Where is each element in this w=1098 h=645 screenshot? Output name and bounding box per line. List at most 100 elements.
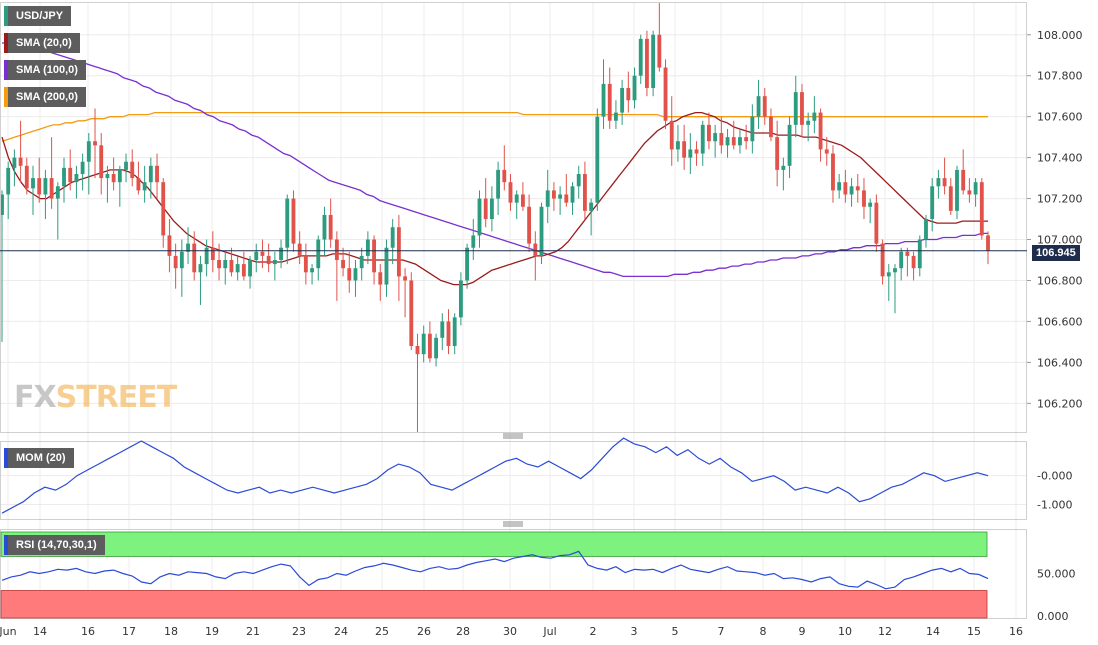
candle-body xyxy=(682,141,687,158)
fxstreet-logo: FXSTREET xyxy=(14,380,177,415)
rsi-line xyxy=(1,550,989,590)
x-tick-label: Jun xyxy=(0,625,17,638)
candle-body xyxy=(80,161,85,174)
candle-body xyxy=(179,251,184,269)
candle-body xyxy=(24,165,29,189)
y-tick-label: 107.600 xyxy=(1037,111,1083,124)
candle-body xyxy=(192,243,197,273)
candle-body xyxy=(824,149,829,154)
y-tick-label: 107.800 xyxy=(1037,70,1083,83)
mom-label: MOM (20) xyxy=(16,452,66,464)
candle-body xyxy=(465,247,470,281)
x-tick-label: 7 xyxy=(718,625,725,638)
candle-body xyxy=(508,182,513,203)
x-tick-label: 10 xyxy=(838,625,852,638)
candle-body xyxy=(527,206,532,244)
candle-body xyxy=(564,194,569,203)
sma20-layer xyxy=(1,111,988,286)
candle-body xyxy=(204,247,209,265)
candle-body xyxy=(663,67,668,121)
candle-body xyxy=(328,214,333,240)
candle-body xyxy=(446,321,451,346)
candles xyxy=(0,2,990,432)
y-tick-label: 107.400 xyxy=(1037,152,1083,165)
sma200-line xyxy=(1,111,988,142)
candle-body xyxy=(620,88,625,113)
candle-body xyxy=(434,337,439,359)
candle-body xyxy=(266,255,271,265)
candle-body xyxy=(831,153,835,191)
candle-body xyxy=(924,219,928,240)
candle-body xyxy=(334,239,339,260)
candle-body xyxy=(297,243,302,256)
candle-body xyxy=(396,227,401,277)
candle-body xyxy=(558,194,563,199)
symbol-swatch xyxy=(4,6,8,26)
mom-layer xyxy=(1,437,989,514)
candle-body xyxy=(105,174,110,179)
candle-body xyxy=(496,169,501,199)
x-tick-label: 14 xyxy=(33,625,47,638)
candle-body xyxy=(161,182,166,236)
mom-tag[interactable]: MOM (20) xyxy=(4,448,74,468)
candle-body xyxy=(880,243,885,277)
candle-body xyxy=(489,198,494,220)
sma200-label: SMA (200,0) xyxy=(16,91,78,103)
candle-body xyxy=(49,178,54,199)
candle-body xyxy=(967,190,972,195)
sma200-layer xyxy=(1,111,988,142)
candle-body xyxy=(719,133,724,146)
candle-body xyxy=(520,194,525,207)
rsi-layer xyxy=(0,531,989,619)
sma20-label: SMA (20,0) xyxy=(16,37,72,49)
candle-body xyxy=(707,124,711,142)
mom-swatch xyxy=(4,448,8,468)
candle-body xyxy=(874,202,879,244)
candle-body xyxy=(248,260,252,277)
candle-body xyxy=(427,333,432,359)
candle-body xyxy=(55,186,60,199)
candle-body xyxy=(272,260,277,265)
candle-body xyxy=(483,198,488,220)
candle-body xyxy=(291,198,296,244)
candle-body xyxy=(217,260,221,269)
rsi-overbought-zone xyxy=(0,531,988,557)
x-tick-label: 16 xyxy=(1009,625,1023,638)
candle-body xyxy=(254,251,259,260)
candle-body xyxy=(849,186,854,195)
rsi-tag[interactable]: RSI (14,70,30,1) xyxy=(4,535,105,555)
sma100-tag[interactable]: SMA (100,0) xyxy=(4,60,86,80)
candle-body xyxy=(961,169,966,191)
y-tick-label: 108.000 xyxy=(1037,29,1083,42)
candle-body xyxy=(645,38,649,88)
sma20-line xyxy=(1,111,988,286)
candle-body xyxy=(223,260,228,269)
candle-body xyxy=(173,255,178,269)
x-tick-label: 18 xyxy=(164,625,178,638)
x-tick-label: 12 xyxy=(878,625,892,638)
candle-body xyxy=(942,178,947,187)
candle-body xyxy=(576,174,581,187)
candle-body xyxy=(279,247,283,260)
candle-body xyxy=(378,272,383,285)
sma200-tag[interactable]: SMA (200,0) xyxy=(4,87,86,107)
symbol-tag[interactable]: USD/JPY xyxy=(4,6,72,26)
candle-body xyxy=(452,317,457,346)
candle-body xyxy=(886,272,891,277)
rsi-y-tick-label: 0.000 xyxy=(1037,610,1069,623)
candle-body xyxy=(787,124,792,166)
candle-body xyxy=(688,149,693,158)
candle-body xyxy=(868,202,873,207)
sma200-swatch xyxy=(4,87,8,107)
x-tick-label: 19 xyxy=(205,625,219,638)
candle-body xyxy=(0,194,4,215)
candle-body xyxy=(210,247,215,260)
sma20-tag[interactable]: SMA (20,0) xyxy=(4,33,80,53)
candle-body xyxy=(198,264,203,273)
mom-y-tick-label: -1.000 xyxy=(1037,499,1072,512)
candle-body xyxy=(322,214,327,240)
x-tick-label: Jul xyxy=(542,625,556,638)
x-tick-label: 8 xyxy=(760,625,767,638)
pane-border xyxy=(0,441,1027,520)
x-tick-label: 17 xyxy=(122,625,136,638)
